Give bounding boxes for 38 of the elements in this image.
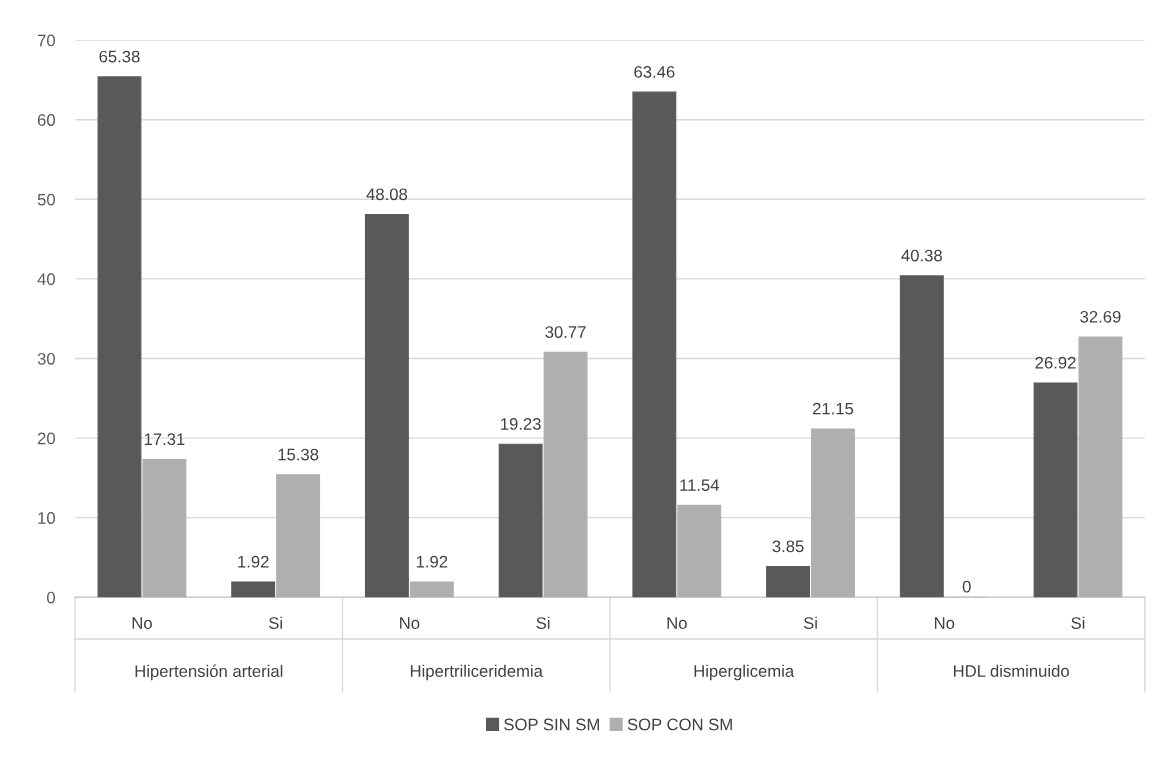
x-tick-label: No bbox=[934, 617, 955, 629]
y-tick-label: 10 bbox=[38, 512, 55, 524]
y-tick-label: 30 bbox=[37, 352, 55, 365]
data-label: 11.54 bbox=[680, 479, 720, 492]
data-label: 30.77 bbox=[545, 326, 586, 338]
data-label: 40.38 bbox=[901, 249, 942, 262]
data-label: 21.15 bbox=[813, 402, 854, 415]
data-label: 1.92 bbox=[238, 555, 269, 568]
data-label: 32.69 bbox=[1080, 310, 1121, 323]
y-tick-label: 70 bbox=[37, 34, 55, 47]
x-tick-label: No bbox=[667, 617, 687, 629]
data-label: 17.31 bbox=[144, 433, 185, 446]
y-tick-label: 50 bbox=[37, 193, 55, 206]
data-label: 48.08 bbox=[366, 188, 408, 201]
y-tick-label: 60 bbox=[37, 114, 55, 126]
text: HDL disminuido bbox=[953, 664, 1069, 677]
x-tick-label: No bbox=[132, 617, 152, 629]
legend-label: SOP SIN SM bbox=[504, 718, 599, 731]
x-tick-label: Si bbox=[1071, 616, 1085, 629]
y-tick-label: 40 bbox=[37, 273, 55, 286]
data-label: 1.92 bbox=[416, 555, 448, 568]
y-tick-label: 20 bbox=[37, 432, 55, 445]
x-tick-label: Si bbox=[536, 616, 550, 629]
x-tick-label: Si bbox=[269, 616, 282, 629]
data-label: 3.85 bbox=[772, 540, 804, 553]
x-tick-label: No bbox=[400, 617, 420, 629]
legend-label: SOP CON SM bbox=[627, 718, 732, 731]
data-label: 19.23 bbox=[501, 418, 541, 430]
data-label: 15.38 bbox=[278, 448, 319, 461]
data-label: 26.92 bbox=[1035, 356, 1076, 369]
y-tick-label: 0 bbox=[47, 591, 55, 604]
x-tick-label: Si bbox=[803, 616, 817, 629]
text: Hiperglicemia bbox=[694, 664, 795, 681]
data-label: 65.38 bbox=[99, 50, 140, 63]
data-label: 63.46 bbox=[634, 65, 675, 78]
text: Hipertensión arterial bbox=[135, 664, 283, 681]
data-label: 0 bbox=[962, 580, 971, 593]
text: Hipertriliceridemia bbox=[410, 664, 543, 681]
